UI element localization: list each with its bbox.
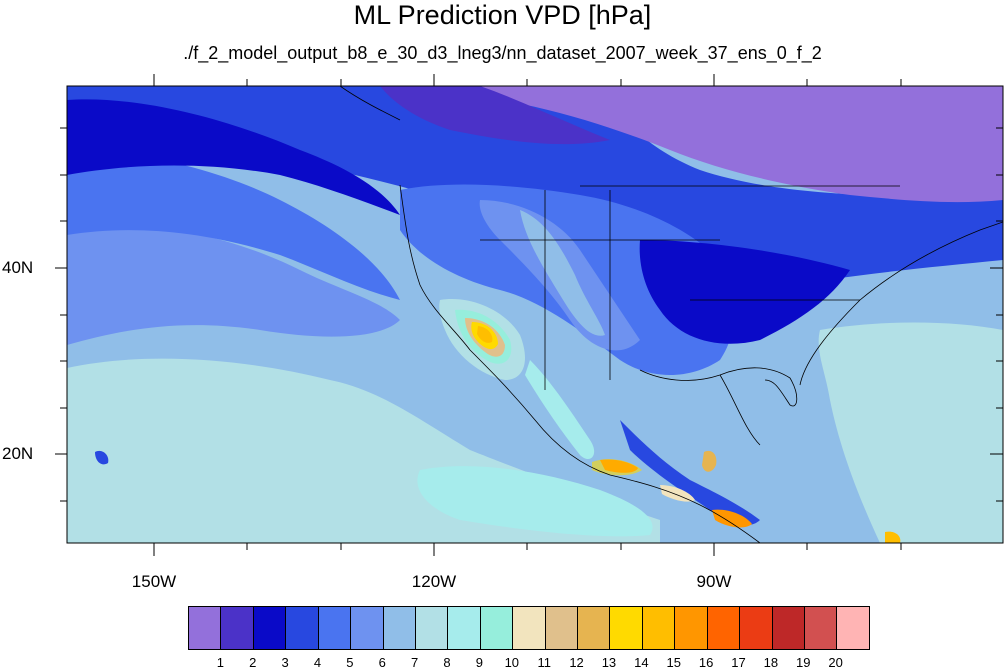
colorbar-tick-label: 7 xyxy=(411,655,419,670)
colorbar-tick-label: 11 xyxy=(537,655,551,670)
colorbar-box xyxy=(286,607,319,649)
lon-label-90w: 90W xyxy=(696,572,732,591)
colorbar-tick-label: 5 xyxy=(346,655,354,670)
vpd-band-2 xyxy=(67,99,400,215)
colorbar-box xyxy=(253,607,287,649)
colorbar-box xyxy=(675,607,708,649)
vpd-band-5 xyxy=(67,150,400,300)
vpd-band-16-centralamerica xyxy=(712,509,752,528)
lon-label-120w: 120W xyxy=(411,572,457,591)
map-ticks xyxy=(55,74,1003,556)
colorbar-tick-label: 3 xyxy=(281,655,289,670)
vpd-band-14-mexico xyxy=(592,459,642,476)
vpd-band-15-southwest xyxy=(477,326,493,343)
lat-label-40n: 40N xyxy=(2,258,34,277)
colorbar xyxy=(188,606,870,650)
colorbar-tick-label: 4 xyxy=(313,655,322,670)
vpd-band-3-mexico xyxy=(620,420,760,526)
colorbar-tick-label: 14 xyxy=(634,655,649,670)
colorbar-box xyxy=(610,607,643,649)
lon-label-150w: 150W xyxy=(131,572,177,591)
vpd-band-15-caribbean xyxy=(885,531,901,543)
vpd-band-9-mexico xyxy=(525,360,595,460)
colorbar-box xyxy=(448,607,481,649)
vpd-contour-field xyxy=(67,86,1003,543)
colorbar-tick-label: 13 xyxy=(601,655,617,670)
colorbar-tick-label: 2 xyxy=(249,655,257,670)
colorbar-box xyxy=(351,607,384,649)
colorbar-box xyxy=(642,607,676,649)
colorbar-tick-label: 19 xyxy=(796,655,811,670)
lat-label-20n: 20N xyxy=(2,444,34,463)
colorbar-box xyxy=(707,607,741,649)
colorbar-box xyxy=(189,607,222,649)
vpd-band-11-centralamerica xyxy=(660,485,695,502)
vpd-band-13-yucatan xyxy=(702,450,717,472)
colorbar-box xyxy=(415,607,449,649)
colorbar-tick-label: 10 xyxy=(504,655,520,670)
colorbar-tick-label: 6 xyxy=(378,655,386,670)
map-title: ML Prediction VPD [hPa] xyxy=(353,0,652,30)
vpd-band-7-plains xyxy=(520,210,605,336)
colorbar-box xyxy=(480,607,514,649)
coastlines xyxy=(339,86,1003,543)
colorbar-box xyxy=(805,607,838,649)
vpd-band-1 xyxy=(480,86,1003,203)
vpd-band-3-east xyxy=(639,240,850,344)
vpd-band-3-hawaii xyxy=(95,450,109,465)
colorbar-box xyxy=(740,607,773,649)
vpd-band-1-north xyxy=(380,86,610,145)
colorbar-box xyxy=(318,607,352,649)
colorbar-box xyxy=(772,607,806,649)
colorbar-tick-label: 12 xyxy=(569,655,584,670)
vpd-band-9 xyxy=(417,466,653,537)
colorbar-tick-label: 17 xyxy=(731,655,746,670)
colorbar-tick-label: 1 xyxy=(216,655,224,670)
colorbar-tick-label: 16 xyxy=(698,655,714,670)
colorbar-box xyxy=(545,607,579,649)
vpd-map xyxy=(55,74,1004,556)
colorbar-tick-label: 9 xyxy=(475,655,484,670)
map-subtitle: ./f_2_model_output_b8_e_30_d3_lneg3/nn_d… xyxy=(183,43,822,63)
colorbar-box xyxy=(221,607,254,649)
colorbar-box xyxy=(513,607,546,649)
colorbar-tick-label: 8 xyxy=(443,655,451,670)
vpd-band-8-atlantic xyxy=(818,322,1003,543)
colorbar-box xyxy=(383,607,416,649)
colorbar-box xyxy=(837,607,869,649)
colorbar-tick-label: 18 xyxy=(763,655,779,670)
vpd-band-6 xyxy=(67,225,400,345)
colorbar-tick-label: 20 xyxy=(828,655,843,670)
colorbar-tick-label: 15 xyxy=(666,655,681,670)
colorbar-box xyxy=(578,607,611,649)
